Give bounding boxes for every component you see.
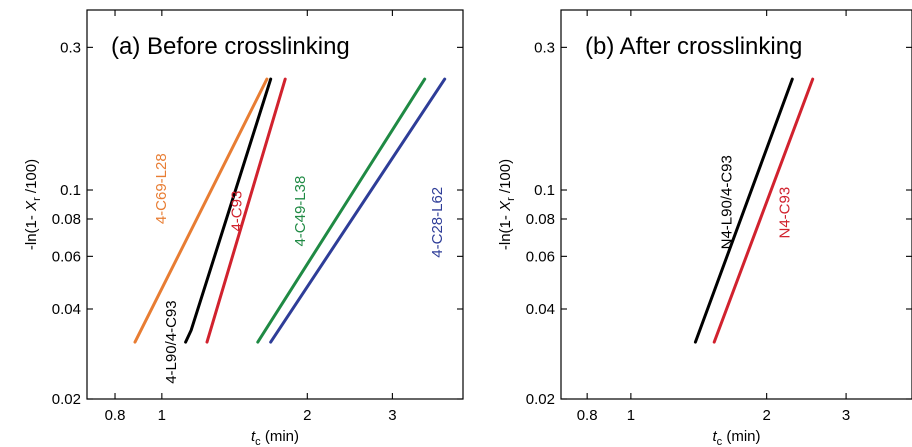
series-label: N4-C93: [777, 187, 794, 239]
series-label: 4-L90/4-C93: [163, 300, 180, 383]
x-tick-label: 3: [388, 407, 396, 424]
y-tick-label: 0.3: [534, 39, 555, 56]
series-label: 4-C93: [228, 191, 245, 232]
chart-panel-1: 0.8 1 2 3 0.02 0.04 0.06 0.08 0.1 0.3 (b) After cr…: [497, 9, 912, 447]
plot-frame: [86, 9, 464, 400]
y-tick-label: 0.08: [526, 211, 555, 228]
y-tick-label: 0.1: [534, 182, 555, 199]
x-axis-label: tc (min): [713, 428, 761, 447]
y-tick-label: 0.08: [52, 211, 81, 228]
x-tick-label: 3: [842, 407, 850, 424]
series-label: N4-L90/4-C93: [718, 155, 735, 249]
y-tick-label: 0.04: [526, 301, 555, 318]
y-tick-label: 0.02: [526, 391, 555, 408]
series-line: [693, 77, 794, 344]
series-label: 4-C28-L62: [429, 187, 446, 258]
series-line: [712, 77, 815, 344]
y-tick-label: 0.02: [52, 391, 81, 408]
y-tick-label: 0.06: [52, 248, 81, 265]
x-axis-label: tc (min): [251, 428, 299, 447]
y-tick-label: 0.1: [60, 182, 81, 199]
series-line: [269, 77, 447, 344]
y-tick-label: 0.06: [526, 248, 555, 265]
x-tick-label: 1: [158, 407, 166, 424]
chart-title: (b) After crosslinking: [585, 33, 802, 60]
x-tick-label: 1: [627, 407, 635, 424]
chart-panel-0: 0.8 1 2 3 0.02 0.04 0.06 0.08 0.1 0.3 (a) Before c…: [23, 9, 464, 447]
y-tick-label: 0.04: [52, 301, 81, 318]
plot-frame: [560, 9, 912, 400]
series-line: [184, 77, 273, 344]
chart-title: (a) Before crosslinking: [111, 33, 350, 60]
series-label: 4-C69-L28: [153, 153, 170, 224]
x-tick-label: 0.8: [105, 407, 126, 424]
y-axis-label: -ln(1- Xr /100): [23, 159, 43, 250]
series-line: [205, 77, 287, 344]
x-tick-label: 2: [762, 407, 770, 424]
series-line: [256, 77, 427, 344]
x-tick-label: 2: [303, 407, 311, 424]
y-axis-label: -ln(1- Xr /100): [497, 159, 517, 250]
series-label: 4-C49-L38: [292, 176, 309, 247]
x-tick-label: 0.8: [577, 407, 598, 424]
y-tick-label: 0.3: [60, 39, 81, 56]
series-line: [133, 77, 269, 344]
